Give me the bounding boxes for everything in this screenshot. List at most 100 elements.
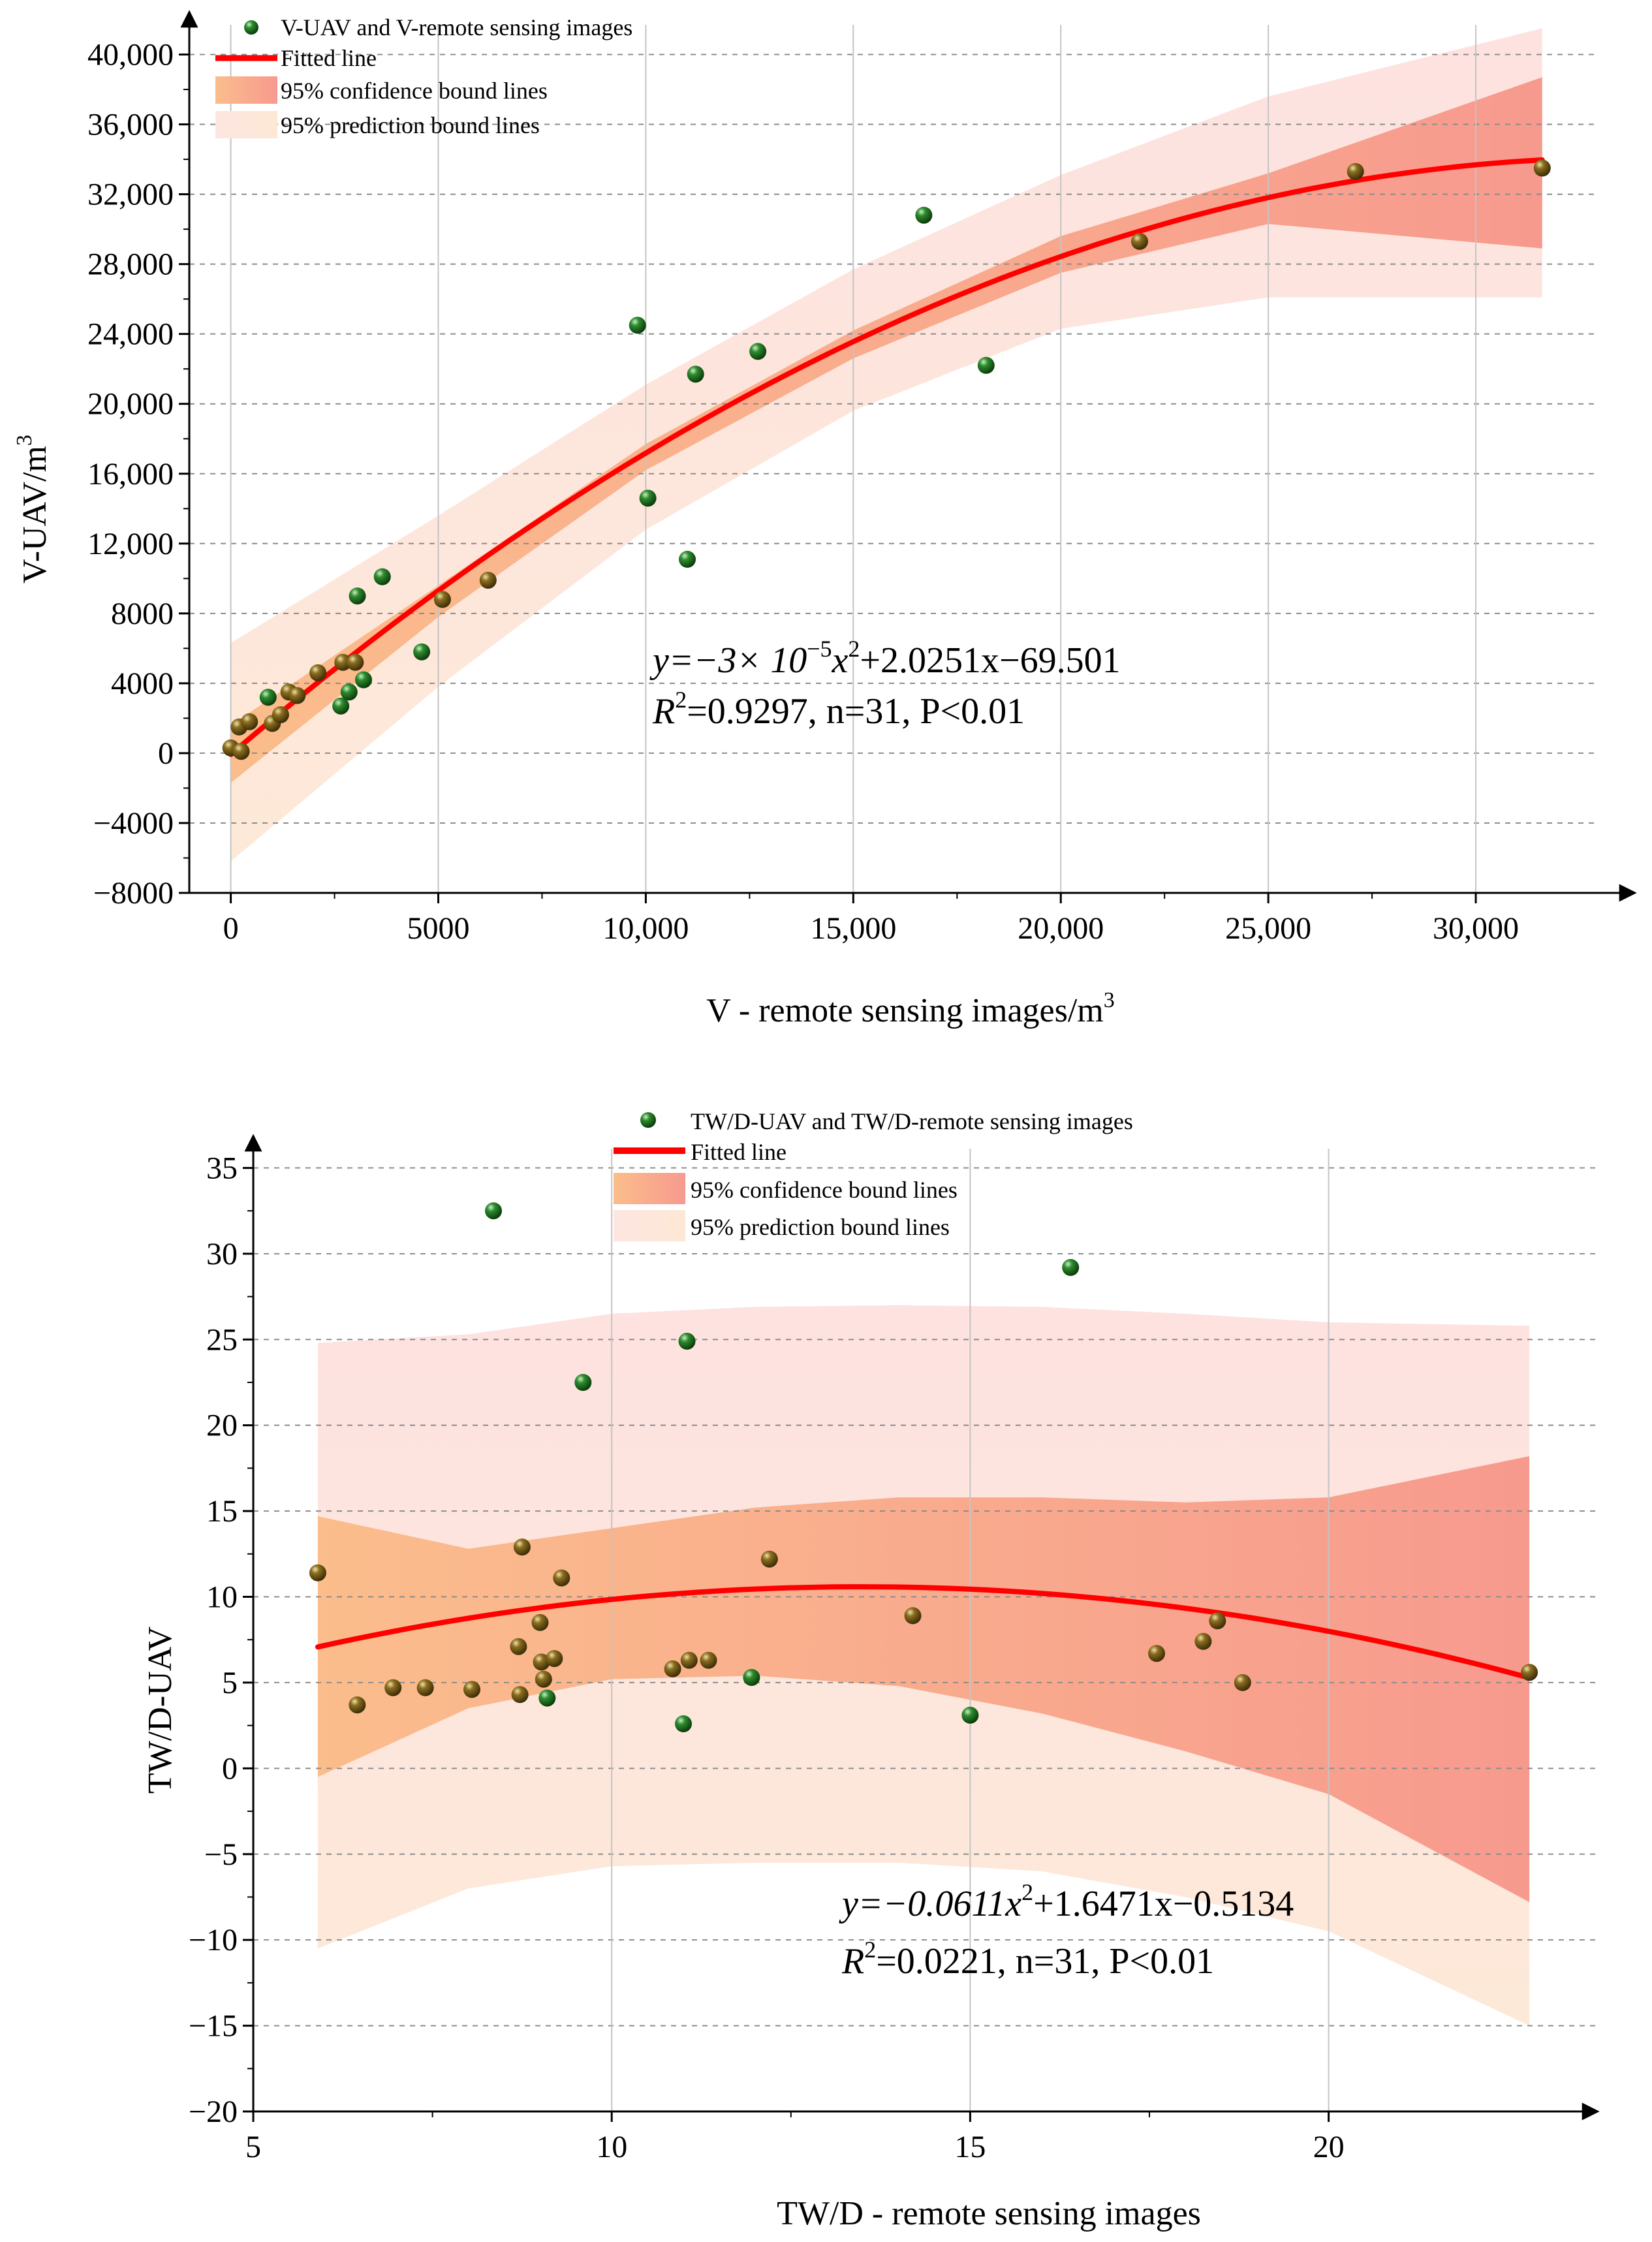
data-point [384, 1679, 402, 1696]
data-point [1521, 1664, 1538, 1681]
y-tick-label: 0 [222, 1751, 238, 1786]
y-tick-label: 36,000 [87, 108, 174, 142]
y-tick-label: 20,000 [87, 387, 174, 422]
y-tick-label: 25 [206, 1322, 238, 1357]
data-point [347, 653, 364, 671]
data-point [334, 653, 352, 671]
data-points [309, 1202, 1538, 1732]
data-point [639, 490, 657, 507]
legend-label-points: V-UAV and V-remote sensing images [281, 14, 632, 40]
data-point [687, 366, 704, 383]
fit-curve [228, 157, 1545, 757]
confidence-band [317, 1456, 1530, 1903]
data-point [1148, 1645, 1165, 1662]
data-point [463, 1681, 480, 1698]
x-tick-label: 5 [245, 2130, 261, 2164]
chart-volume: −8000 −4000 0 4000 8000 12,000 16,000 20,000 24,… [12, 10, 1637, 1029]
data-point [513, 1538, 531, 1556]
data-point [288, 687, 306, 704]
data-point [485, 1202, 502, 1220]
fit-statistics: R2=0.9297, n=31, P<0.01 [652, 687, 1025, 732]
grid-lines [253, 1149, 1599, 2111]
fit-equation: y=−0.0611x2+1.6471x−0.5134 [839, 1879, 1294, 1924]
y-axis-title: V-UAV/m3 [12, 435, 54, 584]
data-point [961, 1706, 979, 1724]
data-point [664, 1660, 681, 1677]
legend-label-fit: Fitted line [691, 1139, 787, 1165]
fit-curve [315, 1584, 1533, 1681]
y-tick-label: 8000 [111, 597, 174, 631]
data-point [535, 1670, 552, 1688]
legend-marker-points [640, 1112, 656, 1128]
chart-twd: −20 −15 −10 −5 0 5 10 15 20 25 30 35 5 10 15 20 TW/D-UA… [142, 1108, 1600, 2232]
data-point [355, 671, 372, 689]
data-point [479, 572, 497, 589]
fit-statistics: R2=0.0221, n=31, P<0.01 [841, 1937, 1214, 1982]
x-tick-label: 20 [1313, 2130, 1345, 2164]
data-point [553, 1569, 570, 1587]
y-axis-title: TW/D-UAV [142, 1627, 179, 1794]
fitted-line [315, 1584, 1533, 1681]
data-point [1131, 232, 1148, 250]
data-point [259, 689, 277, 706]
y-tick-label: 28,000 [87, 247, 174, 282]
legend: V-UAV and V-remote sensing images Fitted… [215, 14, 632, 138]
tick-labels: −8000 −4000 0 4000 8000 12,000 16,000 20,000 24,… [87, 38, 1519, 946]
data-point [904, 1607, 922, 1625]
y-tick-label: 15 [206, 1494, 238, 1529]
y-tick-label: −10 [189, 1923, 238, 1957]
y-tick-label: 4000 [111, 666, 174, 701]
data-point [679, 550, 696, 568]
legend-marker-prediction [614, 1210, 685, 1241]
band-area [230, 77, 1542, 783]
x-axis-title: TW/D - remote sensing images [777, 2195, 1201, 2232]
legend-marker-points [244, 20, 258, 35]
legend-label-confidence: 95% confidence bound lines [281, 78, 548, 104]
data-point [340, 683, 358, 701]
data-point [1062, 1258, 1080, 1276]
legend-label-fit: Fitted line [281, 45, 377, 71]
legend-label-prediction: 95% prediction bound lines [691, 1214, 950, 1240]
data-point [241, 713, 258, 730]
y-tick-label: −15 [189, 2009, 238, 2044]
data-point [743, 1669, 760, 1686]
data-point [574, 1374, 592, 1391]
y-tick-label: 5 [222, 1666, 238, 1700]
y-tick-label: −5 [204, 1837, 238, 1872]
confidence-band [230, 77, 1542, 783]
data-point [760, 1550, 778, 1568]
data-points [222, 159, 1551, 760]
data-point [749, 343, 767, 360]
y-tick-label: 0 [158, 736, 174, 771]
data-point [272, 706, 289, 723]
legend: TW/D-UAV and TW/D-remote sensing images … [614, 1108, 1133, 1241]
data-point [680, 1651, 698, 1669]
y-tick-label: 10 [206, 1580, 238, 1615]
legend-marker-confidence [614, 1173, 685, 1204]
data-point [433, 591, 451, 608]
legend-marker-confidence [215, 76, 277, 104]
y-tick-label: −8000 [93, 876, 174, 911]
x-tick-label: 20,000 [1018, 911, 1104, 946]
data-point [332, 697, 350, 715]
y-tick-label: −20 [189, 2094, 238, 2129]
data-point [373, 568, 391, 585]
tick-labels: −20 −15 −10 −5 0 5 10 15 20 25 30 35 5 10 15 20 [189, 1151, 1345, 2164]
data-point [1194, 1632, 1212, 1650]
data-point [413, 643, 431, 661]
data-point [349, 1696, 366, 1714]
data-point [629, 317, 646, 334]
data-point [531, 1613, 549, 1631]
x-tick-label: 10,000 [602, 911, 689, 946]
y-tick-label: 20 [206, 1409, 238, 1443]
legend-marker-prediction [215, 111, 277, 138]
data-point [700, 1651, 717, 1669]
legend-label-prediction: 95% prediction bound lines [281, 112, 540, 138]
y-tick-label: 32,000 [87, 178, 174, 212]
x-tick-label: 30,000 [1433, 911, 1519, 946]
fit-equation: y=−3× 10−5x2+2.0251x−69.501 [649, 636, 1121, 681]
legend-label-confidence: 95% confidence bound lines [691, 1177, 958, 1203]
y-tick-label: 40,000 [87, 38, 174, 72]
data-point [1209, 1612, 1226, 1630]
y-tick-label: 35 [206, 1151, 238, 1185]
